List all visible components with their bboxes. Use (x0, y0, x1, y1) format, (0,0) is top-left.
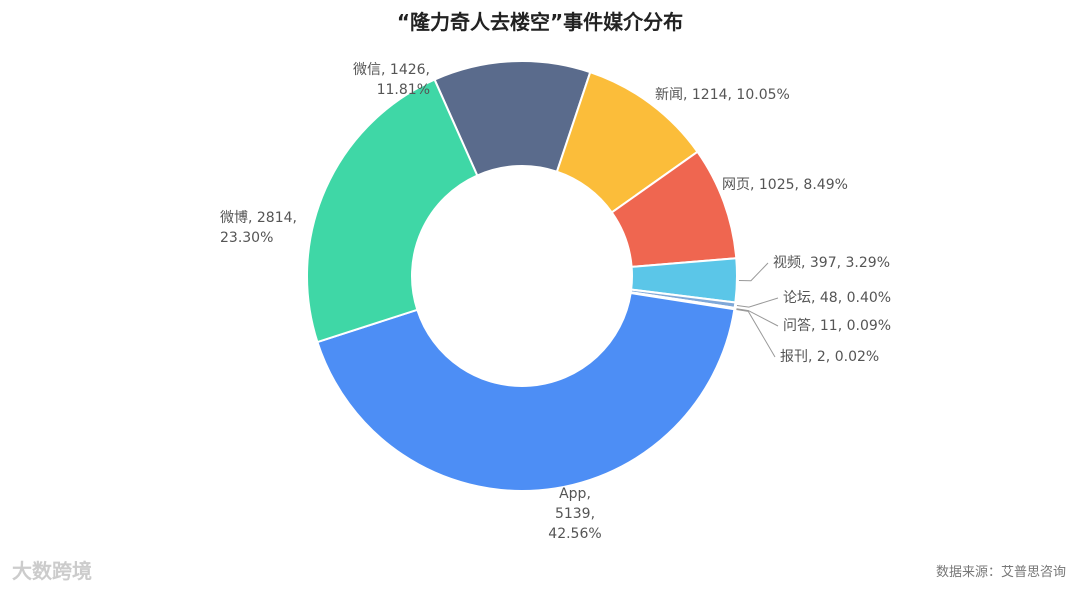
donut-slice (316, 291, 736, 492)
chart-title: “隆力奇人去楼空”事件媒介分布 (396, 10, 684, 34)
data-label: 视频, 397, 3.29% (773, 255, 890, 271)
brand-logo: 大数跨境 (12, 559, 92, 583)
donut-slice (306, 78, 479, 344)
source: 数据来源：艾普思咨询 (935, 565, 1066, 580)
data-label: 微博, 2814, 23.30% (220, 210, 297, 246)
data-label: 微信, 1426, 11.81% (353, 62, 430, 98)
data-label: 问答, 11, 0.09% (783, 318, 892, 334)
data-label: 论坛, 48, 0.40% (783, 290, 892, 306)
data-label: 报刊, 2, 0.02% (780, 349, 880, 365)
leader-line (738, 262, 769, 282)
leader-line (736, 308, 779, 327)
data-label: 网页, 1025, 8.49% (722, 177, 848, 193)
leader-line (736, 309, 776, 358)
leader-line (736, 297, 779, 308)
data-label: 新闻, 1214, 10.05% (655, 87, 790, 103)
data-label: App, 5139, 42.56% (548, 486, 602, 542)
